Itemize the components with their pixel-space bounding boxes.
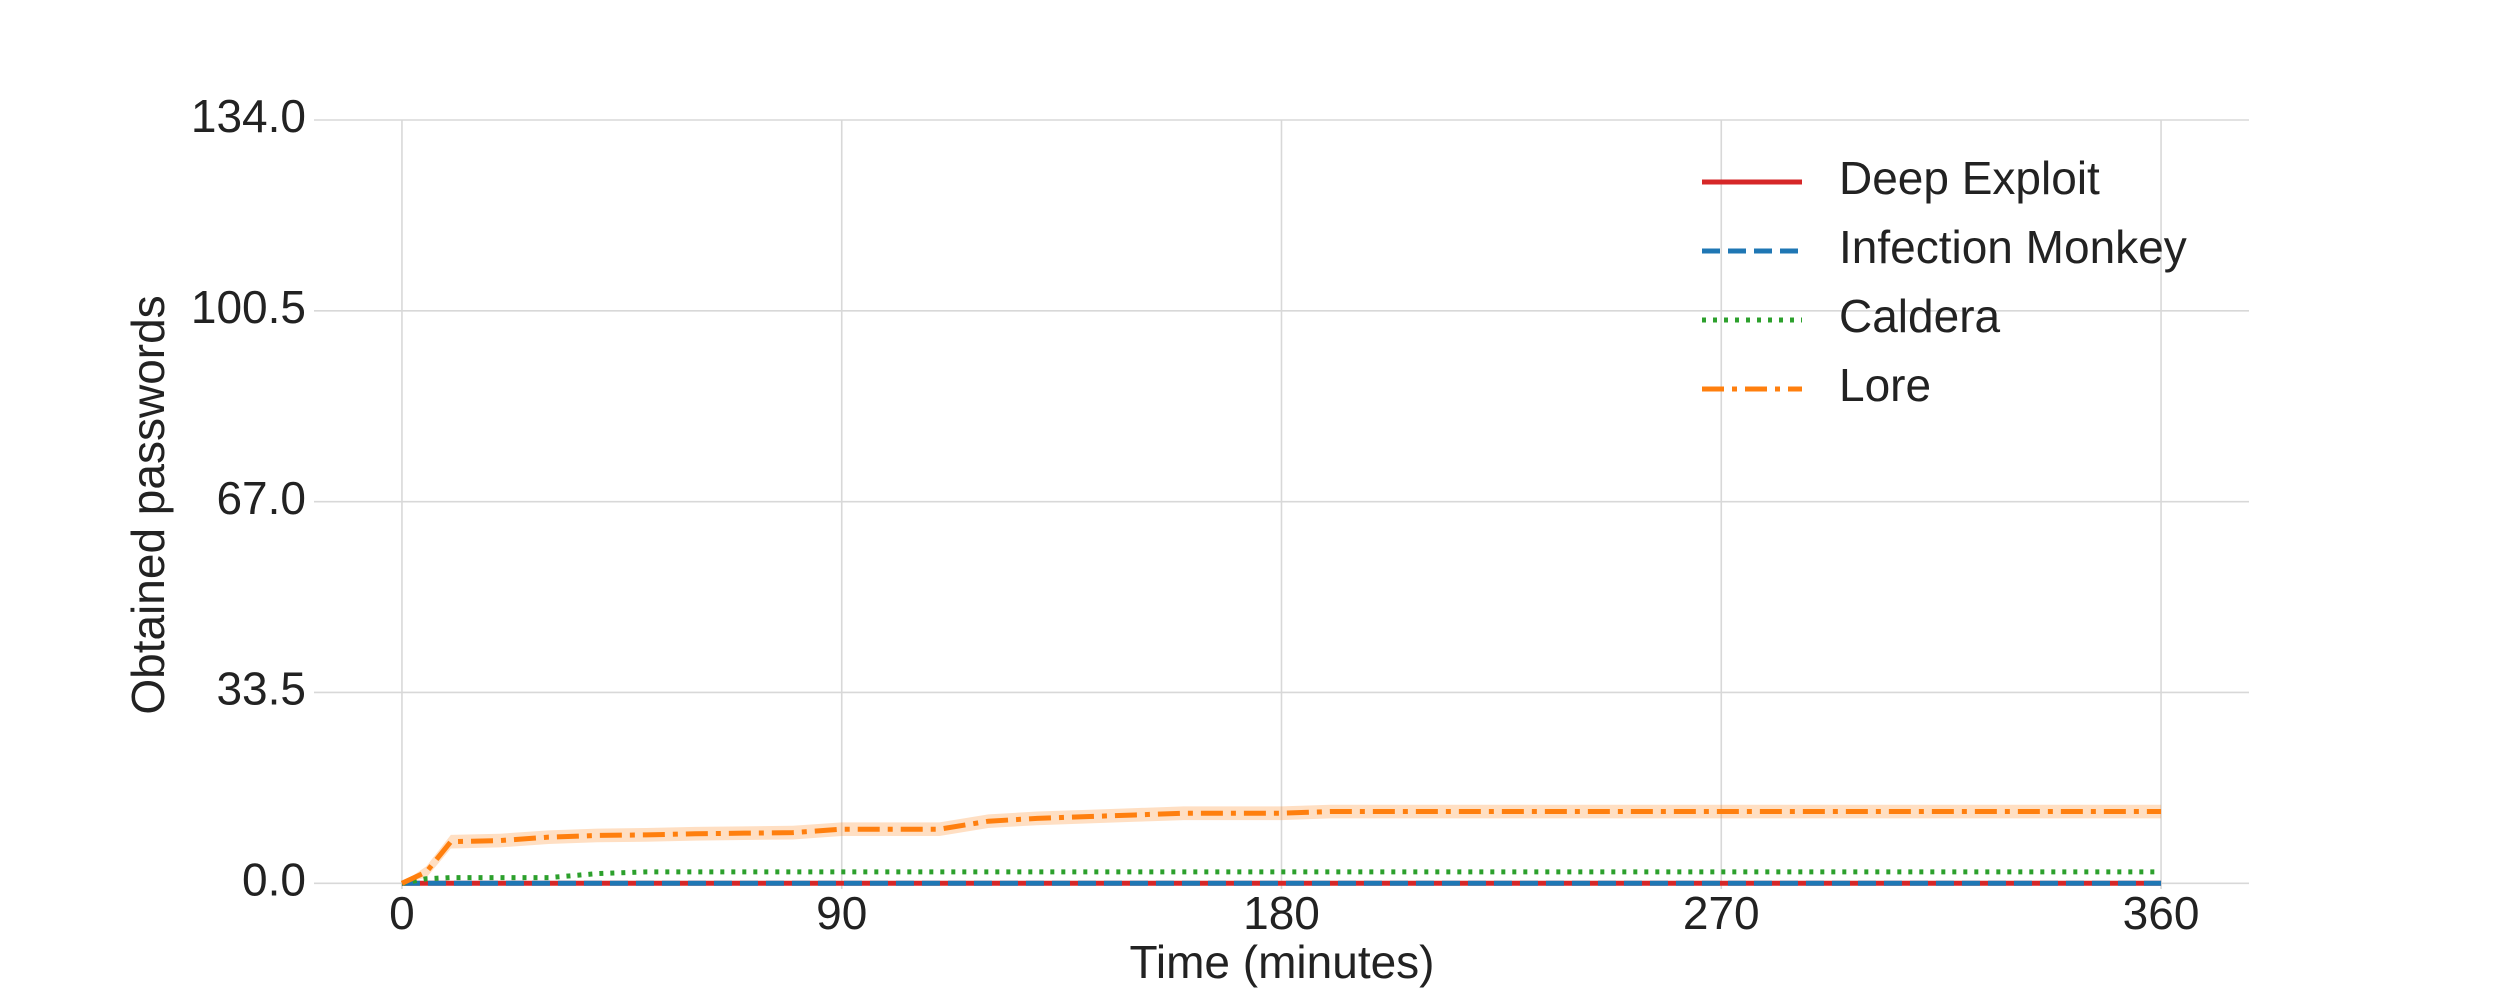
legend-label: Infection Monkey	[1839, 221, 2187, 273]
y-tick-label: 0.0	[242, 853, 306, 905]
y-tick-label: 134.0	[191, 90, 306, 142]
y-axis-label: Obtained passwords	[122, 295, 174, 714]
legend-label: Deep Exploit	[1839, 152, 2100, 204]
confidence-band	[401, 804, 2162, 884]
legend-label: Caldera	[1839, 290, 2001, 342]
legend-label: Lore	[1839, 359, 1931, 411]
y-tick-label: 67.0	[216, 472, 306, 524]
series-line	[400, 809, 2162, 886]
x-tick-label: 270	[1683, 887, 1760, 939]
x-tick-label: 180	[1243, 887, 1320, 939]
x-tick-label: 0	[389, 887, 415, 939]
x-tick-label: 90	[816, 887, 867, 939]
y-tick-label: 100.5	[191, 281, 306, 333]
x-tick-label: 360	[2123, 887, 2200, 939]
x-axis-label: Time (minutes)	[1130, 936, 1435, 988]
y-tick-label: 33.5	[216, 663, 306, 715]
